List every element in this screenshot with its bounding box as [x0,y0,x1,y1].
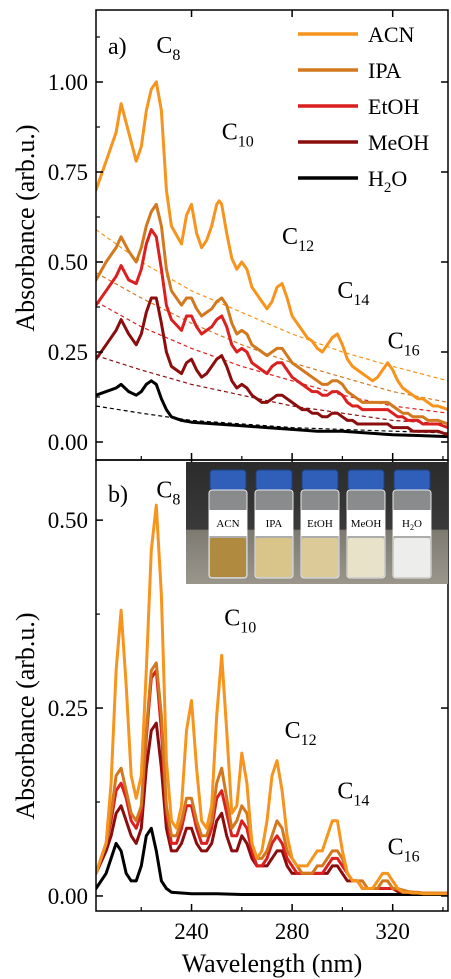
vial-liquid [348,538,384,577]
y-tick-label: 0.50 [48,508,88,533]
vial-liquid [256,538,292,577]
vial-cap [347,469,385,491]
vial-label-sticker [255,510,293,536]
vial-liquid [210,538,246,577]
y-tick-label: 0.25 [48,340,88,365]
series-meoh-line [96,296,448,437]
legend-label-0: ACN [368,22,415,47]
vial-cap [301,469,339,491]
peak-label: C12 [282,224,314,255]
panel-b-y-axis-title: Absorbance (arb.u.) [11,612,40,819]
peak-label: C14 [337,778,369,809]
series-ipa-line [96,661,448,895]
series-acn-line [96,503,448,896]
series-ipa-line [96,202,448,426]
vial-label-sticker [393,510,431,536]
legend-label-4: H2O [368,166,407,196]
vial-2: EtOH [300,469,340,579]
x-axis-title: Wavelength (nm) [182,949,363,978]
panel-a-ticks: 0.00 0.25 0.50 0.75 1.00 [48,10,448,460]
vial-label-text: IPA [266,518,283,530]
vial-cap [393,469,431,491]
vial-cap [255,469,293,491]
vial-4: H2O [392,469,432,579]
panel-a-label: a) [108,34,127,60]
panel-a-peak-labels: C8 C10 C12 C14 C16 [156,33,419,359]
y-tick-label: 0.00 [48,884,88,909]
panel-a-y-axis-title: Absorbance (arb.u.) [11,124,40,331]
vial-label-text: EtOH [307,518,333,530]
x-tick-label: 240 [174,919,209,944]
legend: ACN IPA EtOH MeOH H2O [298,22,429,196]
y-tick-label: 0.50 [48,250,88,275]
peak-label: C16 [388,835,420,866]
panel-a: 0.00 0.25 0.50 0.75 1.00 a) C8 C10 C12 C14 C16 A… [48,9,449,461]
peak-label: C10 [224,605,256,636]
peak-label: C8 [156,478,180,509]
series-meoh-line [96,721,448,895]
panel-b-ticks: 0.00 0.25 0.50 240 280 320 [48,460,448,944]
peak-label: C14 [337,278,369,309]
vial-3: MeOH [346,469,386,579]
baseline-fit-2 [96,301,448,414]
peak-label: C10 [222,120,254,151]
series-acn-line [96,80,448,412]
x-tick-label: 320 [375,919,410,944]
vial-cap [209,469,247,491]
y-tick-label: 0.75 [48,160,88,185]
baseline-fit-4 [96,405,448,434]
peak-label: C12 [285,718,317,749]
series-h2o-line [96,379,448,439]
y-tick-label: 1.00 [48,70,88,95]
vial-0: ACN [208,469,248,579]
vial-label-text: H2O [402,518,422,532]
legend-label-3: MeOH [368,130,429,155]
panel-b-label: b) [108,482,128,508]
peak-label: C8 [156,33,180,64]
vial-label-sticker [301,510,339,536]
legend-label-1: IPA [368,58,402,83]
vial-label-text: MeOH [351,518,382,530]
vials-row: ACN IPA EtOH MeOH H2O [208,469,432,579]
panel-b-series [96,503,448,896]
panel-b-frame [95,459,449,912]
peak-label: C16 [388,328,420,359]
panel-a-series [96,80,448,439]
panel-b-peak-labels: C8 C10 C12 C14 C16 [156,478,419,866]
vials-photo: ACN IPA EtOH MeOH H2O [186,462,448,584]
vial-label-sticker [347,510,385,536]
y-tick-label: 0.25 [48,696,88,721]
legend-label-2: EtOH [368,94,419,119]
baseline-fit-0 [96,229,448,382]
vial-1: IPA [254,469,294,579]
series-etoh-line [96,228,448,430]
vial-liquid [302,538,338,577]
vial-label-sticker [209,510,247,536]
x-tick-label: 280 [275,919,310,944]
series-h2o-line [96,826,448,896]
y-tick-label: 0.00 [48,430,88,455]
vial-label-text: ACN [216,518,239,530]
vial-liquid [394,538,430,577]
